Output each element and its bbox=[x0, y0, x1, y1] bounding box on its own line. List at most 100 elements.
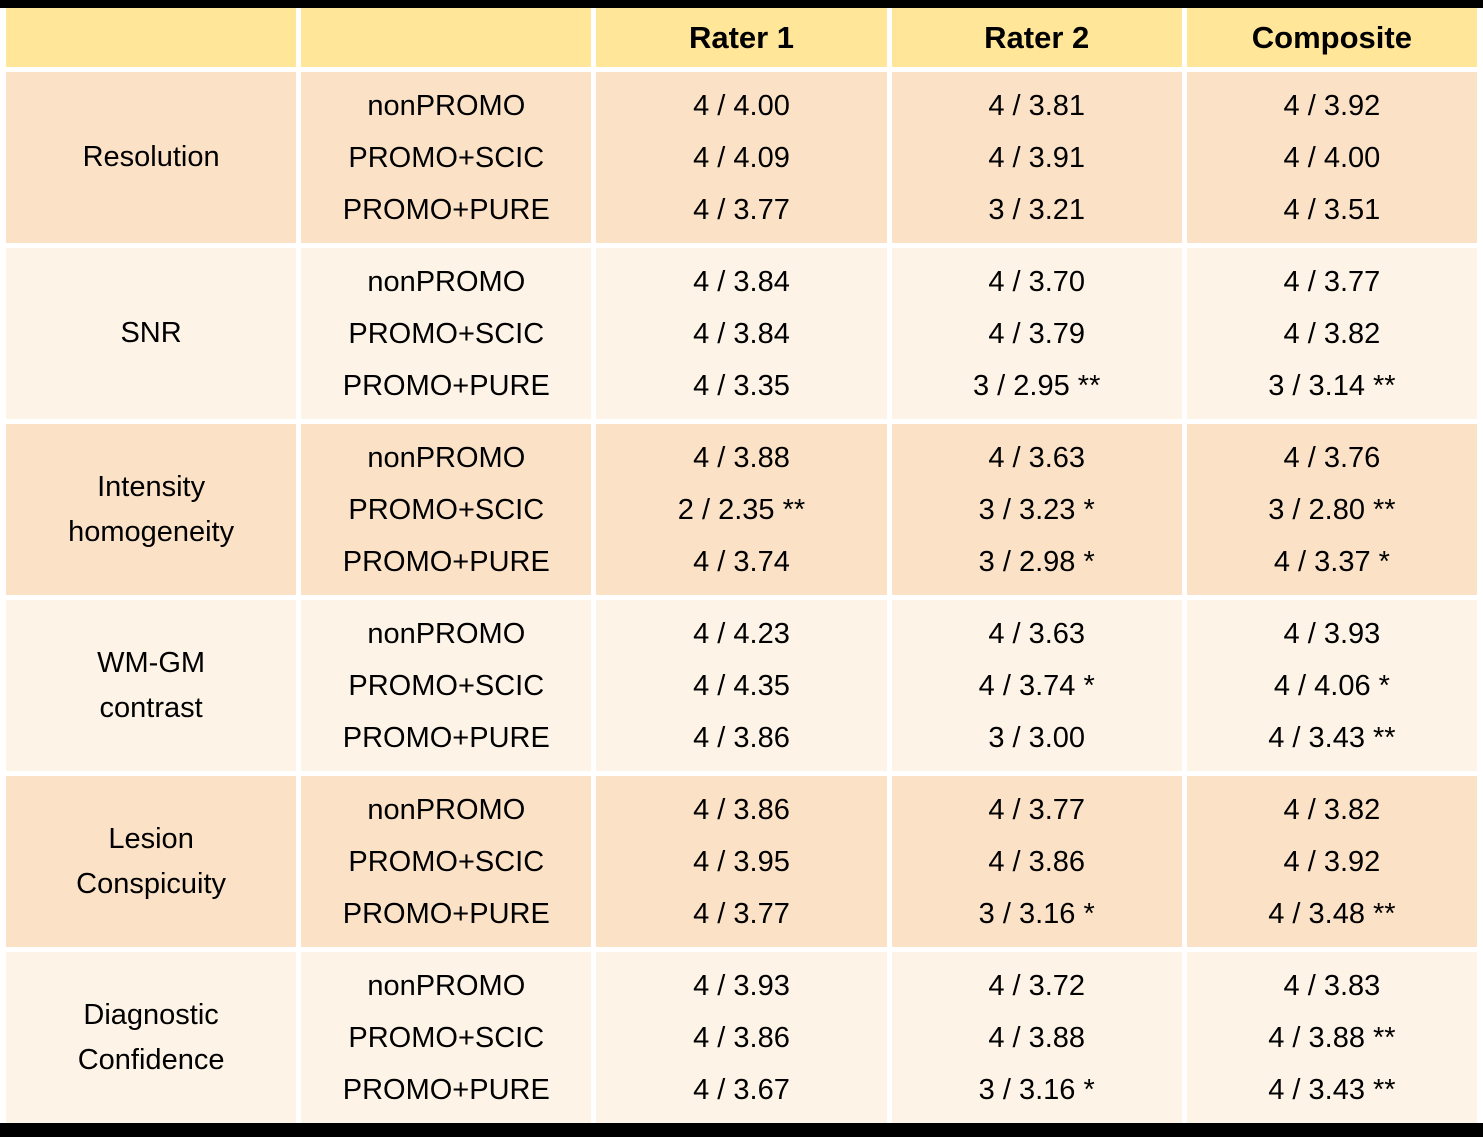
measure-label: Resolution bbox=[82, 141, 220, 173]
header-cell-measure bbox=[6, 8, 297, 67]
sequence-label: PROMO+PURE bbox=[342, 897, 550, 930]
sequence-label: PROMO+SCIC bbox=[348, 1021, 545, 1054]
rating-value: 4 / 3.88 ** bbox=[1268, 1021, 1396, 1054]
rating-value: 4 / 3.86 bbox=[693, 1021, 790, 1054]
rating-value: 4 / 3.95 bbox=[693, 845, 790, 878]
rating-value: 4 / 3.88 bbox=[693, 441, 790, 474]
rating-value: 4 / 3.77 bbox=[988, 793, 1086, 826]
measure-label: Intensity bbox=[97, 470, 206, 503]
sequence-cell: nonPROMO PROMO+SCIC PROMO+PURE bbox=[301, 776, 592, 947]
sequence-label: PROMO+SCIC bbox=[348, 493, 545, 526]
measure-label: Lesion bbox=[108, 822, 194, 855]
header-cell-rater1: Rater 1 bbox=[596, 8, 887, 67]
rating-value: 4 / 3.74 bbox=[693, 545, 790, 578]
composite-value-cell: 4 / 3.93 4 / 4.06 * 4 / 3.43 ** bbox=[1186, 600, 1477, 771]
rater2-value-cell: 4 / 3.63 4 / 3.74 * 3 / 3.00 bbox=[891, 600, 1182, 771]
rating-value: 4 / 4.06 * bbox=[1273, 669, 1390, 702]
sequence-label: PROMO+SCIC bbox=[348, 845, 545, 878]
sequence-cell: nonPROMO PROMO+SCIC PROMO+PURE bbox=[301, 248, 592, 419]
composite-value-cell: 4 / 3.77 4 / 3.82 3 / 3.14 ** bbox=[1186, 248, 1477, 419]
sequence-label: nonPROMO bbox=[367, 617, 526, 650]
rating-value: 4 / 3.83 bbox=[1283, 969, 1381, 1002]
sequence-label: PROMO+PURE bbox=[342, 721, 550, 754]
header-cell-rater2: Rater 2 bbox=[891, 8, 1182, 67]
measure-label: WM-GM bbox=[97, 646, 206, 679]
rater2-value-cell: 4 / 3.81 4 / 3.91 3 / 3.21 bbox=[891, 72, 1182, 243]
rating-value: 4 / 3.84 bbox=[693, 317, 790, 350]
sequence-label: PROMO+PURE bbox=[342, 193, 550, 226]
rating-value: 4 / 4.35 bbox=[693, 669, 790, 702]
sequence-cell: nonPROMO PROMO+SCIC PROMO+PURE bbox=[301, 72, 592, 243]
sequence-label: nonPROMO bbox=[367, 969, 526, 1002]
measure-cell: Lesion Conspicuity bbox=[6, 776, 297, 947]
measure-label: Confidence bbox=[77, 1043, 225, 1076]
rating-value: 4 / 3.67 bbox=[693, 1073, 790, 1106]
rating-value: 3 / 3.23 * bbox=[978, 493, 1095, 526]
header-cell-sequence bbox=[301, 8, 592, 67]
rating-value: 4 / 3.86 bbox=[693, 721, 790, 754]
composite-value-cell: 4 / 3.92 4 / 4.00 4 / 3.51 bbox=[1186, 72, 1477, 243]
rating-value: 3 / 3.00 bbox=[988, 721, 1086, 754]
measure-cell: WM-GM contrast bbox=[6, 600, 297, 771]
composite-value-cell: 4 / 3.76 3 / 2.80 ** 4 / 3.37 * bbox=[1186, 424, 1477, 595]
rating-value: 4 / 3.72 bbox=[988, 969, 1086, 1002]
rater2-value-cell: 4 / 3.63 3 / 3.23 * 3 / 2.98 * bbox=[891, 424, 1182, 595]
rating-value: 4 / 3.92 bbox=[1283, 845, 1381, 878]
sequence-cell: nonPROMO PROMO+SCIC PROMO+PURE bbox=[301, 600, 592, 771]
rating-value: 4 / 3.43 ** bbox=[1268, 721, 1396, 754]
rater1-value-cell: 4 / 3.84 4 / 3.84 4 / 3.35 bbox=[596, 248, 887, 419]
rating-value: 4 / 3.63 bbox=[988, 617, 1086, 650]
rating-value: 4 / 3.43 ** bbox=[1268, 1073, 1396, 1106]
measure-label: Conspicuity bbox=[76, 867, 227, 900]
rating-value: 4 / 3.48 ** bbox=[1268, 897, 1396, 930]
rating-value: 4 / 4.23 bbox=[693, 617, 790, 650]
measure-cell: Intensity homogeneity bbox=[6, 424, 297, 595]
rating-value: 4 / 3.79 bbox=[988, 317, 1086, 350]
rating-value: 4 / 3.35 bbox=[693, 369, 790, 402]
sequence-label: PROMO+PURE bbox=[342, 369, 550, 402]
rating-value: 4 / 3.81 bbox=[988, 89, 1086, 122]
sequence-cell: nonPROMO PROMO+SCIC PROMO+PURE bbox=[301, 424, 592, 595]
sequence-label: PROMO+SCIC bbox=[348, 141, 545, 174]
rater2-value-cell: 4 / 3.77 4 / 3.86 3 / 3.16 * bbox=[891, 776, 1182, 947]
rating-value: 4 / 3.84 bbox=[693, 265, 790, 298]
rating-value: 4 / 3.77 bbox=[693, 193, 790, 226]
rating-value: 4 / 3.92 bbox=[1283, 89, 1381, 122]
sequence-label: nonPROMO bbox=[367, 265, 526, 298]
rating-value: 4 / 3.77 bbox=[693, 897, 790, 930]
rating-value: 4 / 3.86 bbox=[693, 793, 790, 826]
rater1-value-cell: 4 / 3.88 2 / 2.35 ** 4 / 3.74 bbox=[596, 424, 887, 595]
sequence-label: nonPROMO bbox=[367, 793, 526, 826]
rater1-value-cell: 4 / 3.86 4 / 3.95 4 / 3.77 bbox=[596, 776, 887, 947]
measure-label: homogeneity bbox=[68, 515, 235, 548]
measure-label: SNR bbox=[120, 317, 182, 349]
rater1-value-cell: 4 / 4.00 4 / 4.09 4 / 3.77 bbox=[596, 72, 887, 243]
rating-value: 4 / 3.76 bbox=[1283, 441, 1381, 474]
sequence-label: PROMO+SCIC bbox=[348, 317, 545, 350]
rating-value: 4 / 3.77 bbox=[1283, 265, 1381, 298]
rater2-value-cell: 4 / 3.72 4 / 3.88 3 / 3.16 * bbox=[891, 952, 1182, 1123]
measure-label: Diagnostic bbox=[83, 998, 219, 1031]
rating-value: 3 / 2.95 ** bbox=[973, 369, 1101, 402]
rating-value: 4 / 3.93 bbox=[1283, 617, 1381, 650]
sequence-label: PROMO+SCIC bbox=[348, 669, 545, 702]
rating-value: 4 / 3.82 bbox=[1283, 793, 1381, 826]
rating-value: 4 / 3.51 bbox=[1283, 193, 1381, 226]
measure-cell: SNR bbox=[6, 248, 297, 419]
rating-value: 4 / 4.00 bbox=[693, 89, 790, 122]
rating-value: 3 / 2.80 ** bbox=[1268, 493, 1396, 526]
sequence-label: PROMO+PURE bbox=[342, 545, 550, 578]
header-cell-composite: Composite bbox=[1186, 8, 1477, 67]
rating-value: 4 / 3.37 * bbox=[1273, 545, 1390, 578]
measure-label: contrast bbox=[99, 691, 203, 724]
rater1-value-cell: 4 / 4.23 4 / 4.35 4 / 3.86 bbox=[596, 600, 887, 771]
rating-value: 3 / 3.16 * bbox=[978, 1073, 1095, 1106]
sequence-label: PROMO+PURE bbox=[342, 1073, 550, 1106]
rating-value: 4 / 4.09 bbox=[693, 141, 790, 174]
rater2-value-cell: 4 / 3.70 4 / 3.79 3 / 2.95 ** bbox=[891, 248, 1182, 419]
rating-value: 3 / 3.16 * bbox=[978, 897, 1095, 930]
rating-value: 4 / 3.82 bbox=[1283, 317, 1381, 350]
rating-value: 2 / 2.35 ** bbox=[677, 493, 806, 526]
rating-value: 4 / 3.74 * bbox=[978, 669, 1095, 702]
